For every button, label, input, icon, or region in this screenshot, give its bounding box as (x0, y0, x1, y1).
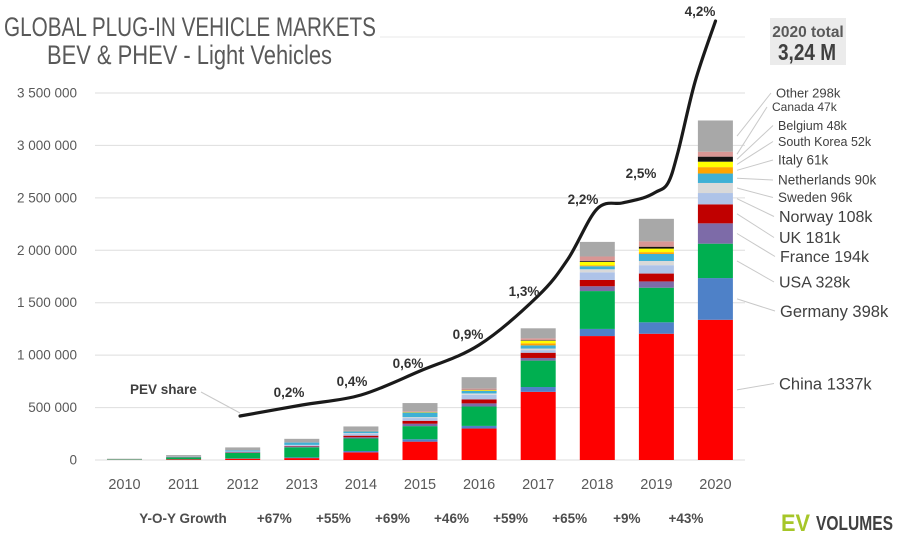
svg-text:GLOBAL PLUG-IN VEHICLE MARKETS: GLOBAL PLUG-IN VEHICLE MARKETS (4, 12, 376, 42)
svg-text:Netherlands 90k: Netherlands 90k (778, 173, 877, 188)
svg-text:2,5%: 2,5% (626, 166, 657, 181)
svg-text:2,2%: 2,2% (568, 192, 599, 207)
svg-text:2 500 000: 2 500 000 (17, 190, 77, 205)
svg-text:Italy 61k: Italy 61k (778, 153, 829, 168)
svg-text:0: 0 (69, 453, 77, 468)
svg-text:Y-O-Y Growth: Y-O-Y Growth (139, 511, 227, 526)
svg-text:2011: 2011 (168, 477, 199, 493)
svg-text:0,6%: 0,6% (393, 356, 424, 371)
svg-text:1 000 000: 1 000 000 (17, 348, 77, 363)
svg-text:EV: EV (781, 510, 810, 537)
svg-text:+9%: +9% (613, 511, 640, 526)
svg-text:+46%: +46% (434, 511, 469, 526)
svg-text:+65%: +65% (552, 511, 587, 526)
svg-text:2012: 2012 (227, 477, 259, 493)
svg-text:2013: 2013 (286, 477, 318, 493)
svg-text:Norway 108k: Norway 108k (779, 209, 873, 226)
svg-text:3,24 M: 3,24 M (778, 39, 836, 65)
svg-text:Other 298k: Other 298k (776, 86, 841, 101)
svg-text:0,2%: 0,2% (274, 385, 305, 400)
svg-text:China 1337k: China 1337k (779, 375, 872, 393)
svg-text:2016: 2016 (463, 477, 495, 493)
svg-text:+67%: +67% (257, 511, 292, 526)
svg-text:Germany 398k: Germany 398k (780, 303, 889, 321)
svg-text:France 194k: France 194k (780, 249, 870, 266)
svg-text:1,3%: 1,3% (509, 284, 540, 299)
svg-text:4,2%: 4,2% (685, 4, 716, 19)
svg-text:+59%: +59% (493, 511, 528, 526)
svg-text:3 500 000: 3 500 000 (17, 86, 77, 101)
svg-text:USA 328k: USA 328k (779, 275, 851, 292)
svg-text:+69%: +69% (375, 511, 410, 526)
svg-text:BEV & PHEV - Light Vehicles: BEV & PHEV - Light Vehicles (47, 40, 332, 70)
svg-text:2017: 2017 (522, 477, 554, 493)
svg-text:South Korea 52k: South Korea 52k (778, 135, 872, 149)
svg-text:3 000 000: 3 000 000 (17, 138, 77, 153)
svg-text:2010: 2010 (108, 477, 140, 493)
svg-text:+43%: +43% (668, 511, 703, 526)
svg-text:Belgium 48k: Belgium 48k (778, 119, 848, 133)
svg-text:Canada 47k: Canada 47k (772, 100, 838, 114)
svg-text:UK 181k: UK 181k (779, 230, 841, 247)
svg-text:+55%: +55% (316, 511, 351, 526)
svg-text:2019: 2019 (640, 477, 672, 493)
svg-text:2020: 2020 (699, 477, 731, 493)
svg-text:Sweden 96k: Sweden 96k (778, 190, 853, 205)
svg-text:2 000 000: 2 000 000 (17, 243, 77, 258)
svg-text:VOLUMES: VOLUMES (816, 512, 893, 535)
svg-text:0,4%: 0,4% (337, 374, 368, 389)
svg-text:500 000: 500 000 (28, 400, 77, 415)
svg-text:2018: 2018 (581, 477, 613, 493)
svg-text:2014: 2014 (345, 477, 377, 493)
svg-text:1 500 000: 1 500 000 (17, 295, 77, 310)
svg-text:0,9%: 0,9% (453, 327, 484, 342)
svg-text:2015: 2015 (404, 477, 436, 493)
svg-text:PEV share: PEV share (130, 382, 197, 397)
